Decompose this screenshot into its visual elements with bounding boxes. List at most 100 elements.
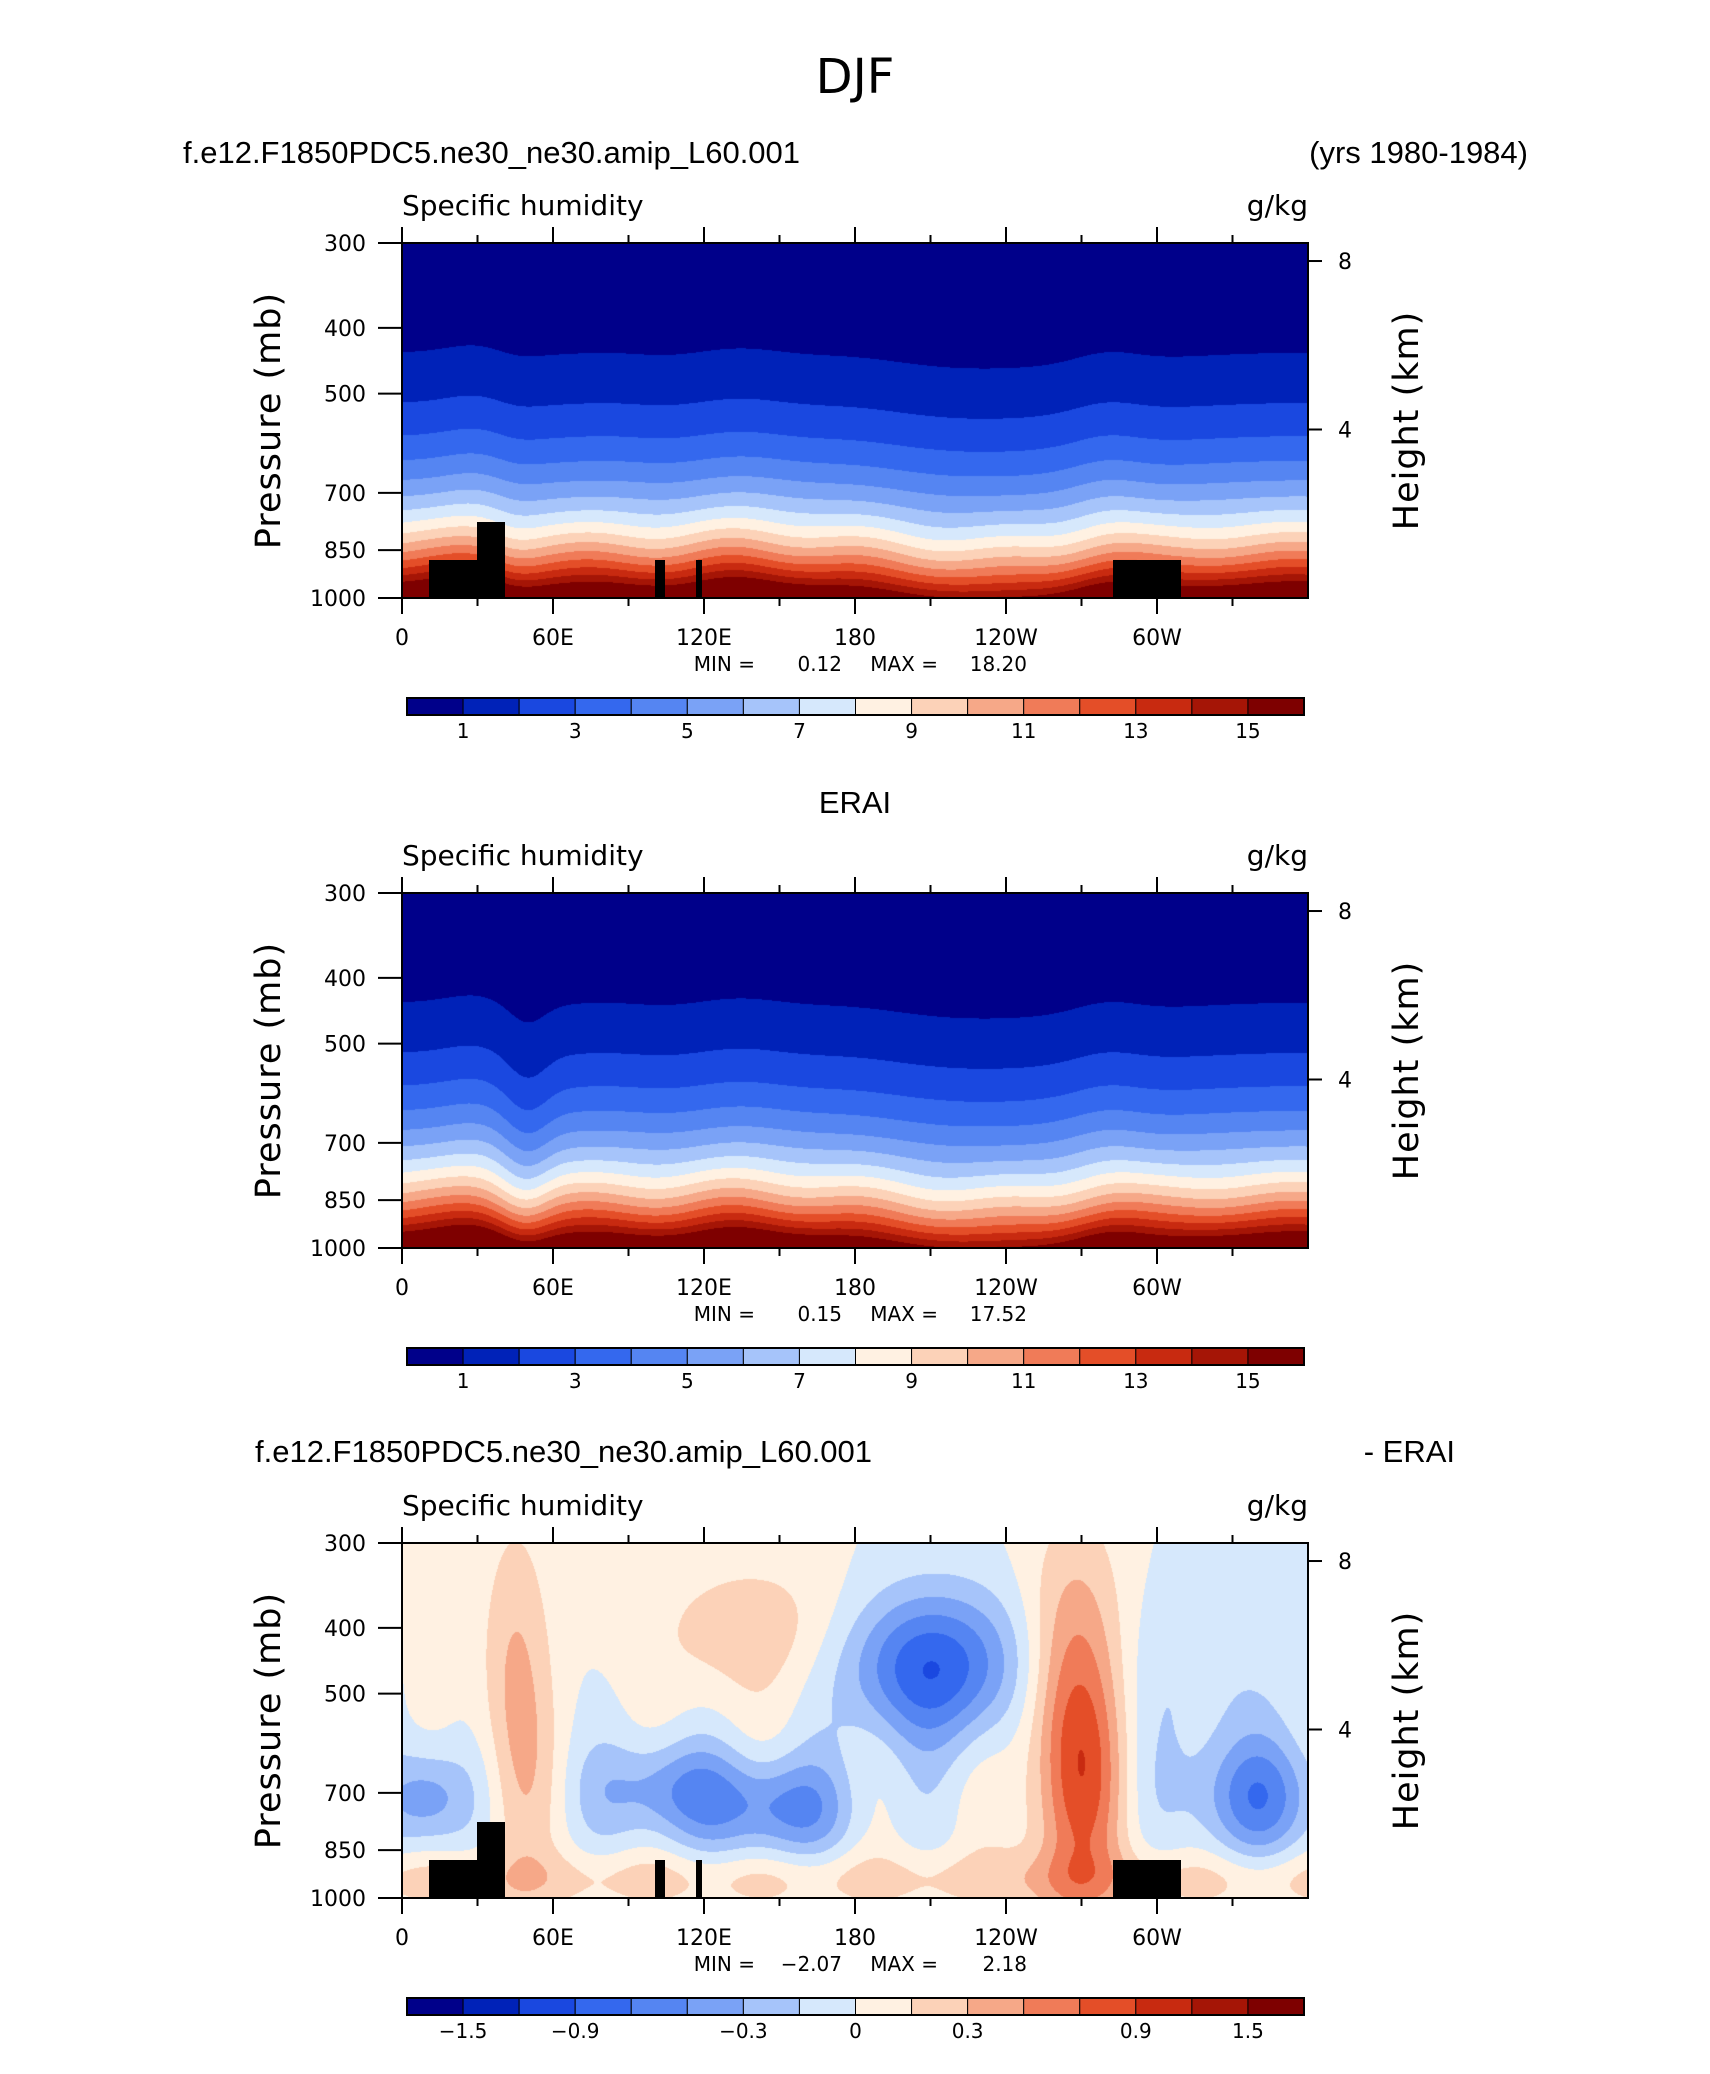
colorbar-label: 9 xyxy=(905,719,918,743)
colorbar-label: 11 xyxy=(1011,719,1036,743)
y-tick-label: 1000 xyxy=(310,1237,366,1262)
y-tick-label: 300 xyxy=(324,882,366,907)
colorbar-label: 7 xyxy=(793,1369,806,1393)
colorbar-label: 5 xyxy=(681,719,694,743)
topography-block xyxy=(429,1860,481,1898)
colorbar-swatch xyxy=(1023,1997,1081,2016)
colorbar-swatch xyxy=(1079,697,1137,716)
y-tick-label: 700 xyxy=(324,1782,366,1807)
colorbar-swatch xyxy=(518,1997,576,2016)
colorbar-swatch xyxy=(967,1347,1025,1366)
colorbar-label: 3 xyxy=(569,1369,582,1393)
colorbar-frame xyxy=(406,1347,1305,1366)
colorbar-swatch xyxy=(406,697,464,716)
x-tick-label: 120W xyxy=(974,1926,1038,1951)
y-right-axis-title: Height (km) xyxy=(1387,311,1427,531)
max-value: 17.52 xyxy=(970,1302,1027,1326)
y-right-tick-label: 4 xyxy=(1338,1719,1352,1744)
colorbar-swatch xyxy=(406,1997,464,2016)
x-tick-label: 60E xyxy=(532,1276,574,1301)
colorbar-swatch xyxy=(462,1997,520,2016)
colorbar-swatch xyxy=(742,697,800,716)
units-label: g/kg xyxy=(1247,189,1308,222)
units-label: g/kg xyxy=(1247,1489,1308,1522)
x-tick-label: 0 xyxy=(395,1926,409,1951)
colorbar-swatch xyxy=(1191,1347,1249,1366)
colorbar-label: 13 xyxy=(1123,719,1148,743)
units-label: g/kg xyxy=(1247,839,1308,872)
colorbar-swatch xyxy=(1191,1997,1249,2016)
panel-obs: 0 60E 120E 180 120W 60W 300 400 500 700 850 1000 8 4 P… xyxy=(249,839,1427,1393)
colorbar-swatch xyxy=(911,1997,969,2016)
y-right-tick-label: 8 xyxy=(1338,250,1352,275)
panel-model: 0 60E 120E 180 120W 60W 300 400 500 700 850 1000 8 4 P… xyxy=(249,189,1427,743)
max-value: 18.20 xyxy=(970,652,1027,676)
topography-block xyxy=(1113,560,1181,598)
min-label: MIN = xyxy=(694,1302,755,1326)
topography-block xyxy=(696,1860,702,1898)
colorbar-swatch xyxy=(798,1997,856,2016)
y-right-tick-label: 4 xyxy=(1338,419,1352,444)
x-tick-label: 180 xyxy=(834,1276,876,1301)
x-tick-label: 120W xyxy=(974,626,1038,651)
colorbar-swatch xyxy=(1247,697,1305,716)
colorbar-swatch xyxy=(686,697,744,716)
min-label: MIN = xyxy=(694,1952,755,1976)
colorbar-label: 3 xyxy=(569,719,582,743)
colorbar-swatch xyxy=(798,1347,856,1366)
years-label: (yrs 1980-1984) xyxy=(1309,135,1528,170)
x-tick-label: 180 xyxy=(834,626,876,651)
colorbar-swatch xyxy=(686,1347,744,1366)
x-tick-label: 60W xyxy=(1132,626,1182,651)
colorbar-label: 9 xyxy=(905,1369,918,1393)
panel-diff: 0 60E 120E 180 120W 60W 300 400 500 700 850 1000 8 4 P… xyxy=(249,1489,1427,2043)
y-tick-label: 400 xyxy=(324,1617,366,1642)
colorbar-swatch xyxy=(518,697,576,716)
colorbar-swatch xyxy=(742,1347,800,1366)
topography-block xyxy=(1113,1860,1181,1898)
colorbar-frame xyxy=(406,1997,1305,2016)
colorbar-swatch xyxy=(630,1997,688,2016)
x-tick-label: 120W xyxy=(974,1276,1038,1301)
min-value: −2.07 xyxy=(781,1952,842,1976)
colorbar-swatch xyxy=(1079,1347,1137,1366)
colorbar-swatch xyxy=(967,697,1025,716)
colorbar-label: 7 xyxy=(793,719,806,743)
colorbar-swatch xyxy=(1247,1997,1305,2016)
colorbar-swatch xyxy=(462,697,520,716)
colorbar-label: 1 xyxy=(457,1369,470,1393)
variable-label: Specific humidity xyxy=(402,839,644,872)
y-right-axis-title: Height (km) xyxy=(1387,1611,1427,1831)
colorbar-label: 1 xyxy=(457,719,470,743)
max-label: MAX = xyxy=(870,652,938,676)
panel2-title: ERAI xyxy=(819,785,891,820)
y-tick-label: 400 xyxy=(324,317,366,342)
colorbar-label: −0.3 xyxy=(719,2019,768,2043)
x-tick-label: 0 xyxy=(395,626,409,651)
topography-block xyxy=(696,560,702,598)
max-label: MAX = xyxy=(870,1952,938,1976)
colorbar-swatch xyxy=(1079,1997,1137,2016)
x-tick-label: 60E xyxy=(532,1926,574,1951)
colorbar-swatch xyxy=(1135,1347,1193,1366)
variable-label: Specific humidity xyxy=(402,189,644,222)
colorbar-label: −1.5 xyxy=(439,2019,488,2043)
colorbar-swatch xyxy=(518,1347,576,1366)
contour-field-model xyxy=(402,243,1308,598)
topography-block xyxy=(477,522,505,598)
x-tick-label: 120E xyxy=(676,1926,732,1951)
x-tick-label: 180 xyxy=(834,1926,876,1951)
colorbar-swatch xyxy=(911,697,969,716)
case-name: f.e12.F1850PDC5.ne30_ne30.amip_L60.001 xyxy=(183,135,800,170)
max-value: 2.18 xyxy=(982,1952,1027,1976)
x-tick-label: 120E xyxy=(676,1276,732,1301)
max-label: MAX = xyxy=(870,1302,938,1326)
y-right-tick-label: 4 xyxy=(1338,1069,1352,1094)
y-axis-title: Pressure (mb) xyxy=(249,292,289,549)
colorbar-label: 5 xyxy=(681,1369,694,1393)
y-tick-label: 1000 xyxy=(310,587,366,612)
x-tick-label: 0 xyxy=(395,1276,409,1301)
colorbar-swatch xyxy=(1023,1347,1081,1366)
y-tick-label: 850 xyxy=(324,1189,366,1214)
